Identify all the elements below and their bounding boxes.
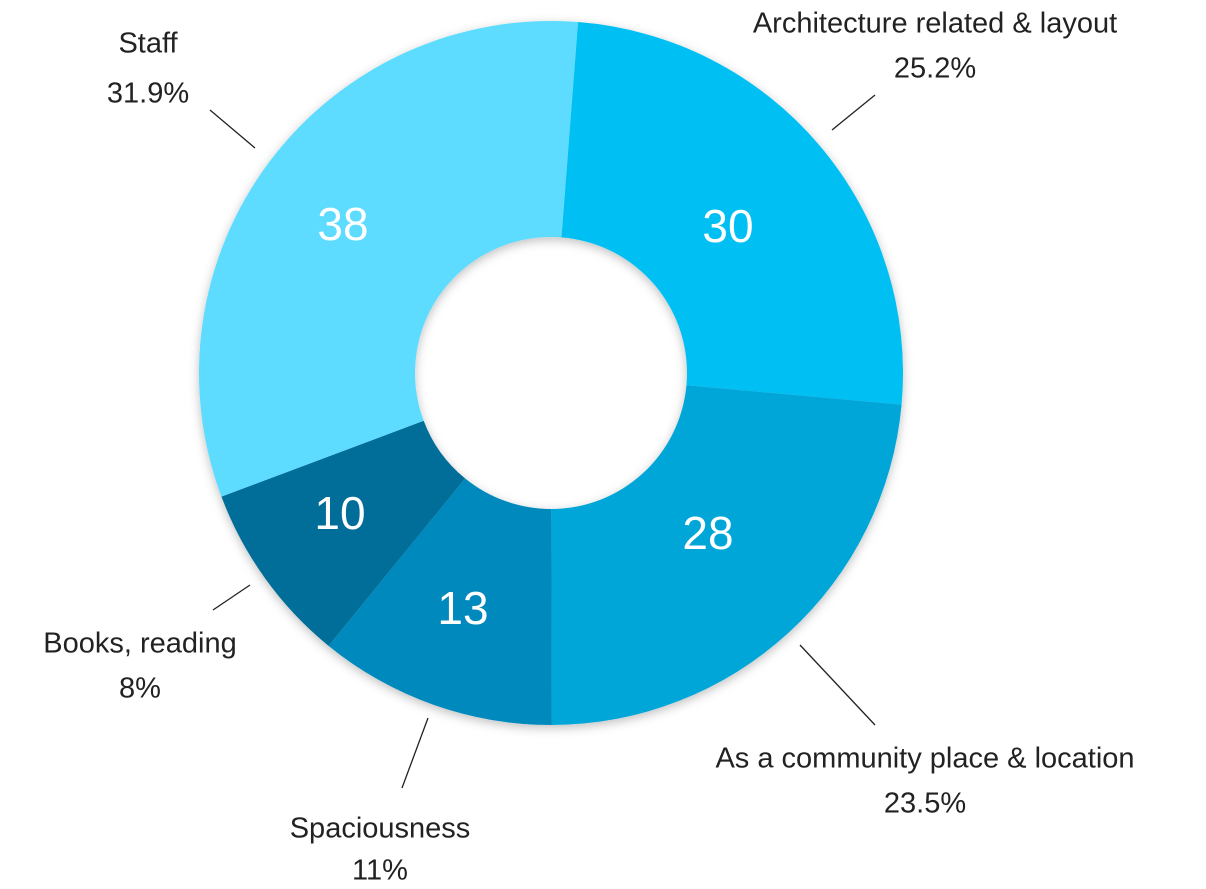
percent-label: 31.9% bbox=[107, 78, 189, 110]
slice bbox=[328, 478, 552, 725]
leader-line bbox=[401, 717, 429, 789]
category-label: Staff bbox=[118, 28, 178, 60]
value-label: 30 bbox=[702, 200, 753, 252]
category-label: Books, reading bbox=[43, 628, 236, 660]
category-label: As a community place & location bbox=[715, 743, 1134, 775]
category-label: Architecture related & layout bbox=[753, 8, 1117, 40]
leader-line bbox=[209, 109, 256, 149]
category-label: Spaciousness bbox=[290, 813, 471, 845]
value-label: 38 bbox=[317, 198, 368, 250]
slice bbox=[551, 385, 902, 725]
value-label: 28 bbox=[682, 507, 733, 559]
slice bbox=[221, 420, 466, 646]
value-label: 13 bbox=[437, 582, 488, 634]
leader-line bbox=[799, 644, 876, 726]
percent-label: 25.2% bbox=[894, 53, 976, 85]
slice bbox=[561, 22, 904, 405]
donut bbox=[198, 21, 904, 725]
slice bbox=[198, 21, 579, 497]
percent-label: 11% bbox=[352, 855, 408, 887]
value-label: 10 bbox=[314, 487, 365, 539]
percent-label: 8% bbox=[119, 673, 161, 705]
percent-label: 23.5% bbox=[884, 788, 966, 820]
leader-line bbox=[212, 584, 251, 611]
leader-line bbox=[831, 94, 876, 131]
